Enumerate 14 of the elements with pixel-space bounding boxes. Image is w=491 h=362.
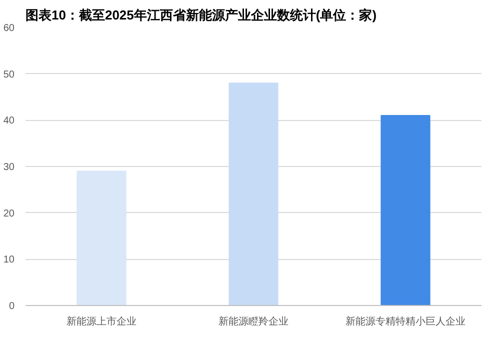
- y-tick-label: 40: [3, 116, 15, 127]
- y-tick-label: 20: [3, 208, 15, 220]
- y-tick-label: 50: [3, 69, 15, 80]
- y-tick-label: 0: [8, 301, 15, 312]
- bar: [76, 170, 126, 306]
- x-tick-label: 新能源瞪羚企业: [218, 316, 288, 328]
- bar: [380, 115, 430, 306]
- y-tick-label: 60: [3, 23, 15, 34]
- bar: [228, 82, 278, 306]
- y-tick-label: 10: [3, 254, 15, 266]
- chart-title: 图表10：截至2025年江西省新能源产业企业数统计(单位：家): [26, 8, 377, 22]
- x-tick-label: 新能源上市企业: [66, 316, 136, 328]
- y-tick-label: 30: [3, 162, 15, 173]
- x-tick-label: 新能源专精特精小巨人企业: [346, 316, 466, 328]
